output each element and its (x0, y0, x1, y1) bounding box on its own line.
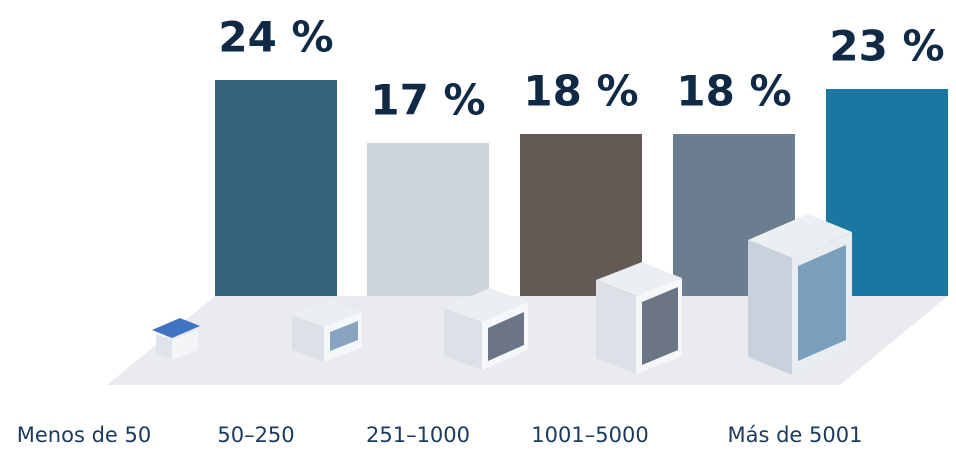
building-side (156, 334, 172, 360)
windows (798, 245, 846, 361)
buildings (152, 214, 852, 375)
labels: 24 % Menos de 50 17 % 50–250 18 % 251–1000 18 … (17, 13, 945, 448)
bar (215, 80, 337, 296)
bar (367, 143, 489, 296)
value-label: 23 % (829, 22, 944, 71)
bar (520, 134, 642, 296)
windows (488, 312, 524, 361)
windows (642, 287, 678, 365)
building-roof (444, 288, 528, 322)
building-roof (152, 318, 200, 338)
building-roof (596, 262, 682, 296)
category-label: Menos de 50 (17, 423, 151, 447)
building-roof (748, 214, 852, 258)
building-roof (292, 300, 362, 327)
category-label: 251–1000 (366, 423, 470, 447)
value-label: 18 % (676, 67, 791, 116)
windows (330, 321, 358, 351)
building-front (172, 330, 198, 360)
category-label: 1001–5000 (531, 423, 648, 447)
building-side (748, 240, 792, 375)
building-side (292, 315, 324, 362)
building-side (596, 280, 636, 374)
category-label: Más de 5001 (728, 423, 863, 447)
value-label: 18 % (523, 67, 638, 116)
building-side (444, 308, 482, 370)
category-label: 50–250 (217, 423, 294, 447)
value-label: 17 % (370, 76, 485, 125)
value-label: 24 % (218, 13, 333, 62)
